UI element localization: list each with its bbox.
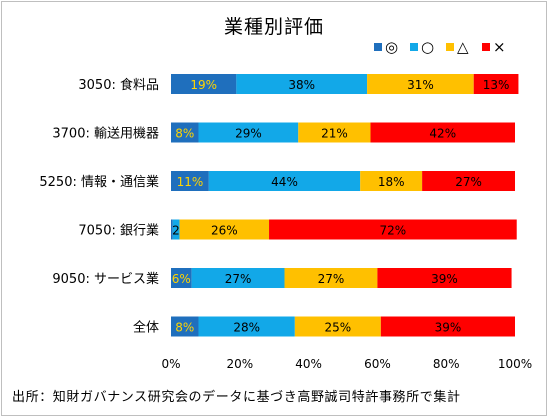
data-label: 72% (380, 224, 407, 238)
x-tick-label: 100% (498, 357, 532, 371)
legend-swatch-2 (410, 43, 418, 51)
category-label: 5250: 情報・通信業 (39, 174, 159, 190)
bar-segment (294, 316, 381, 337)
bar-segment (380, 316, 515, 337)
bar-segment (171, 171, 209, 191)
x-tick-label: 60% (364, 357, 391, 371)
bar-segment (269, 219, 517, 240)
bar-segment (171, 122, 199, 143)
bar-segment (171, 268, 192, 288)
legend-label-2: ○ (421, 38, 434, 56)
data-label: 26% (211, 224, 238, 238)
data-label: 25% (325, 321, 352, 335)
bar-segment (298, 122, 371, 143)
bar-segment (377, 268, 512, 288)
data-label: 39% (435, 321, 462, 335)
x-tick-label: 40% (295, 357, 322, 371)
bar-segment (284, 268, 378, 288)
legend-label-3: △ (457, 38, 469, 56)
bar-segment (171, 316, 199, 337)
bar-segment (208, 171, 361, 191)
legend-label-1: ◎ (385, 38, 398, 56)
bar-segment (370, 122, 515, 143)
bar-segment (236, 74, 368, 94)
bar-segment (191, 268, 285, 288)
bar-segment (198, 316, 295, 337)
data-label: 8% (175, 321, 194, 335)
data-label: 38% (288, 78, 315, 92)
legend-swatch-1 (374, 43, 382, 51)
legend-swatch-4 (482, 43, 490, 51)
data-label: 11% (177, 175, 204, 189)
bar-segment (198, 122, 299, 143)
x-tick-label: 20% (226, 357, 253, 371)
data-label: 21% (321, 127, 348, 141)
legend-swatch-3 (446, 43, 454, 51)
data-label: 27% (225, 272, 252, 286)
category-label: 3050: 食料品 (78, 77, 159, 93)
bar-segment (171, 219, 173, 240)
data-label: 8% (175, 127, 194, 141)
bar-segment (360, 171, 423, 191)
category-label: 全体 (133, 320, 159, 336)
data-label: 39% (431, 272, 458, 286)
chart-title: 業種別評価 (223, 16, 324, 38)
category-label: 7050: 銀行業 (78, 223, 159, 239)
bar-segment (367, 74, 474, 94)
data-label: 27% (318, 272, 345, 286)
legend-label-4: × (493, 38, 506, 56)
data-label: 44% (271, 175, 298, 189)
data-label: 42% (429, 127, 456, 141)
data-label: 18% (378, 175, 405, 189)
data-label: 6% (172, 272, 191, 286)
bar-segment (422, 171, 515, 191)
data-label: 19% (190, 78, 217, 92)
x-tick-label: 80% (433, 357, 460, 371)
bar-segment (473, 74, 519, 94)
data-label: 13% (483, 78, 510, 92)
data-label: 31% (407, 78, 434, 92)
category-label: 9050: サービス業 (52, 271, 159, 287)
source-note: 出所：知財ガバナンス研究会のデータに基づき高野誠司特許事務所で集計 (12, 390, 461, 405)
x-tick-label: 0% (161, 357, 180, 371)
bar-segment (171, 74, 237, 94)
bar-segment (172, 219, 180, 240)
category-label: 3700: 輸送用機器 (52, 127, 159, 142)
bar-segment (179, 219, 270, 240)
data-label: 28% (233, 321, 260, 335)
data-label: 29% (235, 127, 262, 141)
data-label: 27% (455, 175, 482, 189)
